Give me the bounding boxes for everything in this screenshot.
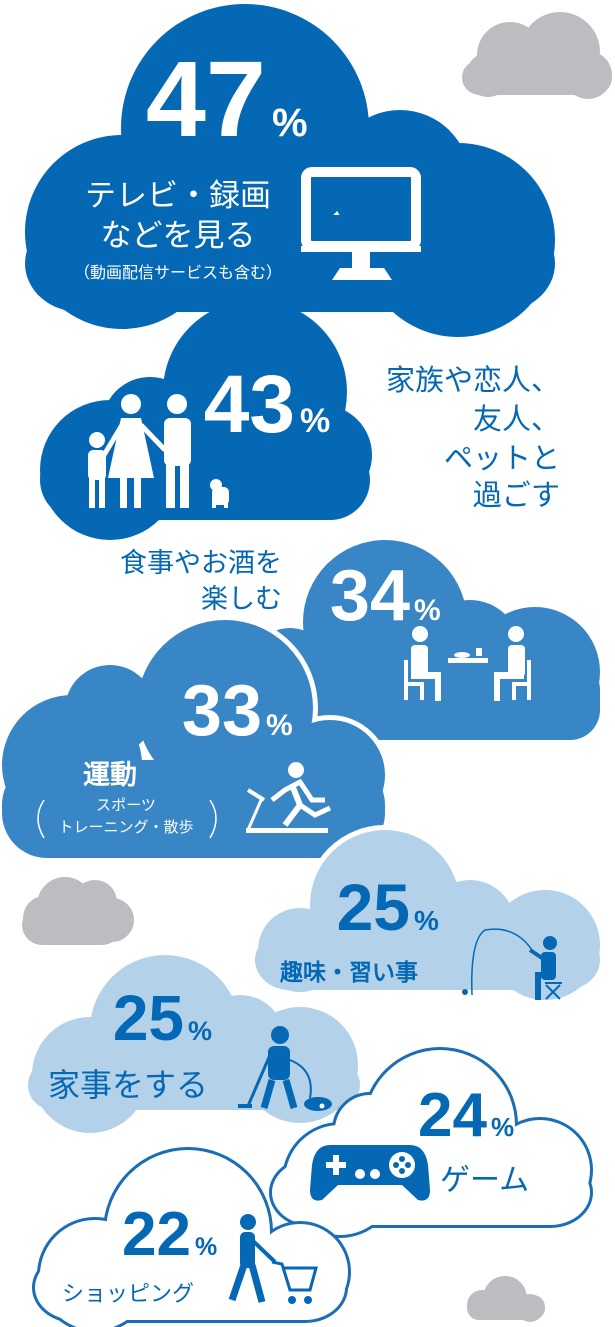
unit: % <box>195 1233 217 1261</box>
unit: % <box>188 1016 212 1046</box>
cloud-tv <box>25 4 555 337</box>
unit: % <box>272 101 308 145</box>
item-shopping: 22 % ショッピング <box>62 1200 318 1307</box>
item-game: 24 % ゲーム <box>310 1081 529 1201</box>
cloud-base <box>467 1295 545 1320</box>
value: 34 <box>330 556 410 636</box>
label: 趣味・習い事 <box>279 960 418 986</box>
monitor-icon <box>301 167 421 280</box>
label-line: 友人、 <box>473 402 560 436</box>
label: ショッピング <box>62 1282 194 1307</box>
value: 33 <box>182 671 262 751</box>
unit: % <box>414 594 441 627</box>
value: 22 <box>122 1200 191 1269</box>
label: 家事をする <box>48 1066 208 1104</box>
item-tv: 47 % テレビ・録画 などを見る （動画配信サービスも含む） <box>74 38 421 282</box>
cloud-base <box>462 60 612 95</box>
dining-icon <box>404 626 531 701</box>
cloud-exercise <box>0 615 390 863</box>
label-line: などを見る <box>101 218 256 254</box>
label-line: 食事やお酒を <box>120 548 282 579</box>
item-family: 43 % 家族や恋人、 友人、 ペットと 過ごす <box>88 359 560 512</box>
value: 43 <box>204 359 295 450</box>
unit: % <box>266 709 293 742</box>
label-line: 過ごす <box>473 478 560 512</box>
label: ゲーム <box>440 1163 529 1198</box>
item-exercise: 33 % 運動 スポーツ トレーニング・散歩 <box>37 671 332 839</box>
unit: % <box>300 402 330 440</box>
game-controller-icon <box>310 1145 430 1201</box>
item-dining: 食事やお酒を 楽しむ 34 % <box>120 548 531 701</box>
cloud-base <box>25 215 555 312</box>
note: （動画配信サービスも含む） <box>74 263 282 282</box>
cloud-gray-top <box>462 12 612 99</box>
value: 25 <box>113 982 184 1054</box>
open-paren <box>37 799 45 839</box>
value: 24 <box>418 1081 487 1150</box>
shopping-cart-icon <box>228 1214 318 1304</box>
cloud-gray-bottom <box>467 1276 545 1322</box>
label-line: テレビ・録画 <box>85 178 271 214</box>
label: 運動 <box>83 760 137 791</box>
cloud-shopping <box>32 1147 351 1327</box>
cloud-lobe <box>137 620 313 796</box>
label-line: ペットと <box>444 441 560 475</box>
cloud-base <box>2 760 385 858</box>
fishing-icon <box>462 928 562 1000</box>
value: 25 <box>337 870 410 944</box>
cloud-base <box>22 905 122 945</box>
cloud-base <box>255 930 600 990</box>
cloud-base <box>35 1255 345 1320</box>
value: 47 <box>146 38 266 159</box>
treadmill-runner-icon <box>246 762 332 833</box>
unit: % <box>414 905 439 936</box>
cloud-hobby <box>250 825 605 1005</box>
label-line: 楽しむ <box>201 584 282 615</box>
label-line: 家族や恋人、 <box>386 363 560 397</box>
item-housework: 25 % 家事をする <box>48 982 332 1111</box>
vacuum-cleaner-icon <box>238 1026 332 1111</box>
cloud-gray-left <box>22 877 134 945</box>
item-hobby: 25 % 趣味・習い事 <box>279 870 562 1000</box>
close-paren <box>209 799 217 839</box>
cloud-housework <box>23 950 365 1138</box>
unit: % <box>491 1112 514 1142</box>
family-with-dog-icon <box>88 394 229 508</box>
note-line: トレーニング・散歩 <box>58 818 193 836</box>
note-line: スポーツ <box>96 796 156 814</box>
